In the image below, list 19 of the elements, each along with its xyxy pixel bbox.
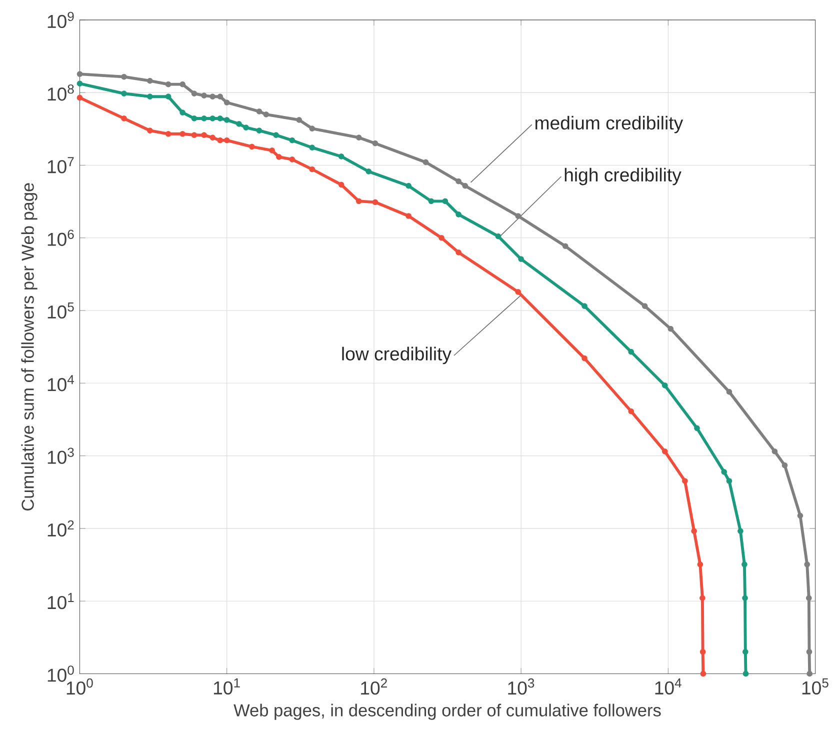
- y-tick-label: 10$^{6}$: [48, 230, 74, 246]
- annotation: high credibility: [564, 168, 682, 186]
- y-tick-label: 10$^{8}$: [48, 84, 74, 101]
- y-tick-label: 10$^{1}$: [48, 593, 74, 610]
- x-tick-label: 10$^{4}$: [655, 678, 682, 695]
- y-tick-label: 10$^{7}$: [48, 157, 74, 174]
- y-tick-label: 10$^{9}$: [48, 12, 74, 28]
- y-tick-label: 10$^{5}$: [48, 302, 74, 319]
- y-tick-label: 10$^{4}$: [48, 375, 74, 392]
- annotation: medium credibility: [535, 116, 684, 134]
- y-axis-title: Cumulative sum of followers per Web page: [21, 183, 38, 511]
- x-tick-label: 10$^{3}$: [508, 678, 534, 695]
- x-axis-title: Web pages, in descending order of cumulative followers: [234, 704, 661, 720]
- y-tick-label: 10$^{3}$: [48, 448, 74, 464]
- y-tick-label: 10$^{2}$: [48, 520, 74, 537]
- annotation: low credibility: [342, 347, 452, 364]
- x-tick-label: 10$^{5}$: [802, 678, 828, 695]
- x-tick-label: 10$^{1}$: [214, 678, 240, 695]
- x-tick-label: 10$^{2}$: [361, 678, 387, 695]
